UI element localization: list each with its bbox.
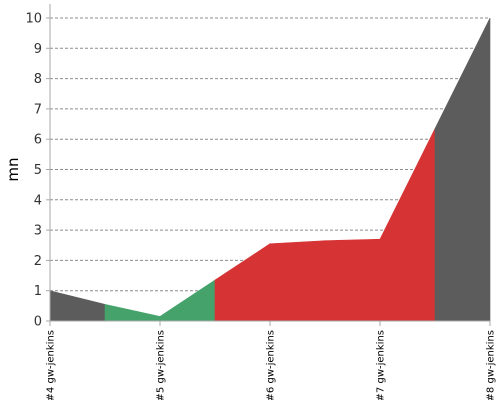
y-tick-label: 1 — [34, 284, 42, 299]
area-segment-failure — [379, 128, 436, 322]
y-tick-label: 10 — [25, 12, 42, 27]
x-tick-label: #8 gw-jenkins — [486, 330, 497, 400]
y-tick-label: 8 — [34, 72, 42, 87]
x-axis-ticks: #4 gw-jenkins #5 gw-jenkins #6 gw-jenkins #… — [46, 321, 497, 400]
area-segment-success — [104, 303, 161, 322]
y-axis-ticks: 0 1 2 3 4 5 6 7 8 9 10 — [25, 12, 50, 330]
y-tick-label: 4 — [34, 193, 42, 208]
x-tick-label: #6 gw-jenkins — [266, 330, 277, 400]
area-segment-failure — [269, 240, 326, 322]
y-tick-label: 5 — [34, 163, 42, 178]
area-segment-failure — [214, 243, 271, 322]
y-tick-label: 0 — [34, 315, 42, 330]
area-segment-success — [159, 279, 216, 322]
y-tick-label: 6 — [34, 133, 42, 148]
y-tick-label: 7 — [34, 102, 42, 117]
area-segment-failure — [324, 238, 381, 322]
area-segment-aborted — [49, 290, 106, 322]
area-segment-aborted — [434, 17, 491, 322]
x-tick-label: #5 gw-jenkins — [156, 330, 167, 400]
x-tick-label: #4 gw-jenkins — [46, 330, 57, 400]
x-tick-label: #7 gw-jenkins — [376, 330, 387, 400]
y-tick-label: 3 — [34, 224, 42, 239]
y-axis-label: mn — [4, 157, 22, 181]
y-tick-label: 9 — [34, 42, 42, 57]
y-tick-label: 2 — [34, 254, 42, 269]
area-segments — [49, 17, 491, 322]
